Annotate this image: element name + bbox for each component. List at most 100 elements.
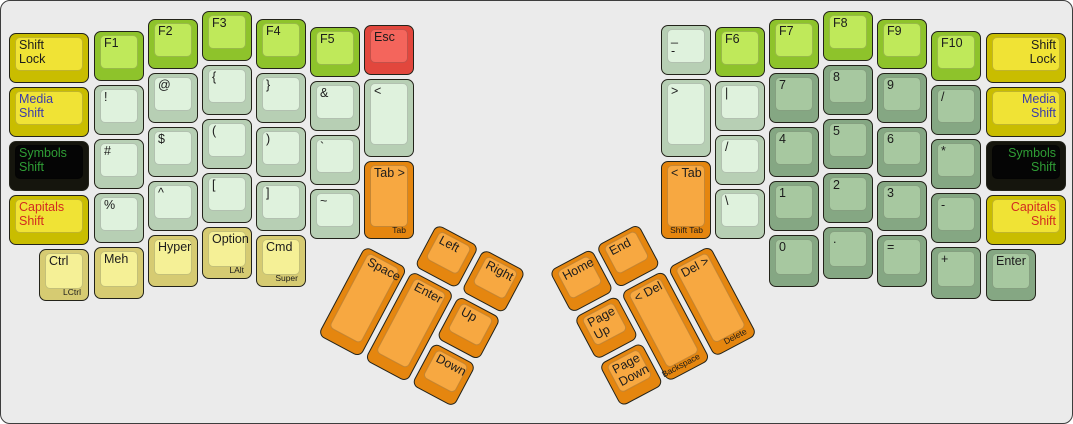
key-lparen[interactable]: ( (202, 119, 252, 169)
key-rbracket[interactable]: ] (256, 181, 306, 231)
key-sublabel: Shift Tab (670, 225, 703, 235)
key-f5[interactable]: F5 (310, 27, 360, 77)
key-label: 3 (887, 186, 894, 200)
keycap-top (721, 31, 759, 65)
keycap-top (667, 29, 705, 63)
key-asterisk[interactable]: * (931, 139, 981, 189)
key-minus[interactable]: - (931, 193, 981, 243)
keycap-top (100, 251, 138, 287)
key-hyper[interactable]: Hyper (148, 235, 198, 287)
key-label: - (941, 198, 946, 212)
key-hash[interactable]: # (94, 139, 144, 189)
keycap-top (721, 193, 759, 227)
keycap-top (883, 239, 921, 275)
keycap-top (829, 123, 867, 157)
key-dollar[interactable]: $ (148, 127, 198, 177)
key-lbrace[interactable]: { (202, 65, 252, 115)
keycap-top (992, 91, 1060, 125)
key-f3[interactable]: F3 (202, 11, 252, 61)
key-label: Capitals Shift (1010, 200, 1056, 228)
key-shift-tab[interactable]: < Tab Shift Tab (661, 161, 711, 239)
key-label: Shift Lock (1029, 38, 1056, 66)
key-label: } (266, 78, 271, 92)
key-media-shift-left[interactable]: Media Shift (9, 87, 89, 137)
keycap-top (45, 253, 83, 289)
key-num-9[interactable]: 9 (877, 73, 927, 123)
key-num-8[interactable]: 8 (823, 65, 873, 115)
key-num-2[interactable]: 2 (823, 173, 873, 223)
key-numpad-slash[interactable]: / (931, 85, 981, 135)
keycap-top (100, 143, 138, 177)
key-f1[interactable]: F1 (94, 31, 144, 81)
key-rbrace[interactable]: } (256, 73, 306, 123)
key-meh[interactable]: Meh (94, 247, 144, 299)
key-label: F9 (887, 24, 902, 38)
key-label: Tab > (374, 166, 405, 180)
key-equals[interactable]: = (877, 235, 927, 287)
key-enter-right[interactable]: Enter (986, 249, 1036, 301)
key-decimal-point[interactable]: . (823, 227, 873, 279)
key-label: Enter (996, 254, 1026, 268)
key-option[interactable]: Option LAlt (202, 227, 252, 279)
key-media-shift-right[interactable]: Media Shift (986, 87, 1066, 137)
key-exclam[interactable]: ! (94, 85, 144, 135)
key-f6[interactable]: F6 (715, 27, 765, 77)
key-f7[interactable]: F7 (769, 19, 819, 69)
key-num-5[interactable]: 5 (823, 119, 873, 169)
key-esc[interactable]: Esc (364, 25, 414, 75)
keycap-top (829, 177, 867, 211)
key-num-1[interactable]: 1 (769, 181, 819, 231)
key-ampersand[interactable]: & (310, 81, 360, 131)
key-f10[interactable]: F10 (931, 31, 981, 81)
key-cmd[interactable]: Cmd Super (256, 235, 306, 287)
key-f8[interactable]: F8 (823, 11, 873, 61)
key-lbracket[interactable]: [ (202, 173, 252, 223)
key-backtick[interactable]: ` (310, 135, 360, 185)
key-label: F6 (725, 32, 740, 46)
key-label: * (941, 144, 946, 158)
key-f2[interactable]: F2 (148, 19, 198, 69)
key-sublabel: LAlt (229, 265, 244, 275)
keycap-top (316, 139, 354, 173)
key-symbols-shift-left[interactable]: Symbols Shift (9, 141, 89, 191)
keycap-top (208, 177, 246, 211)
key-underscore-hyphen[interactable]: _ - (661, 25, 711, 75)
key-label: 7 (779, 78, 786, 92)
key-plus[interactable]: + (931, 247, 981, 299)
key-capitals-shift-right[interactable]: Capitals Shift (986, 195, 1066, 245)
keycap-top (154, 239, 192, 275)
key-pipe[interactable]: | (715, 81, 765, 131)
key-label: 9 (887, 78, 894, 92)
key-label: \ (725, 194, 729, 208)
keycap-top (262, 23, 300, 57)
key-num-6[interactable]: 6 (877, 127, 927, 177)
key-rparen[interactable]: ) (256, 127, 306, 177)
key-tilde[interactable]: ~ (310, 189, 360, 239)
key-shift-lock-right[interactable]: Shift Lock (986, 33, 1066, 83)
key-label: _ - (671, 30, 678, 58)
key-percent[interactable]: % (94, 193, 144, 243)
key-num-7[interactable]: 7 (769, 73, 819, 123)
key-num-4[interactable]: 4 (769, 127, 819, 177)
keycap-top (370, 165, 408, 227)
key-tab[interactable]: Tab > Tab (364, 161, 414, 239)
key-label: Media Shift (19, 92, 54, 120)
key-greater-than[interactable]: > (661, 79, 711, 157)
keycap-top (262, 239, 300, 275)
key-label: 1 (779, 186, 786, 200)
key-num-3[interactable]: 3 (877, 181, 927, 231)
key-num-0[interactable]: 0 (769, 235, 819, 287)
key-backslash[interactable]: \ (715, 189, 765, 239)
key-shift-lock-left[interactable]: Shift Lock (9, 33, 89, 83)
key-at[interactable]: @ (148, 73, 198, 123)
key-symbols-shift-right[interactable]: Symbols Shift (986, 141, 1066, 191)
key-caret[interactable]: ^ (148, 181, 198, 231)
key-slash[interactable]: / (715, 135, 765, 185)
key-f9[interactable]: F9 (877, 19, 927, 69)
key-capitals-shift-left[interactable]: Capitals Shift (9, 195, 89, 245)
key-ctrl[interactable]: Ctrl LCtrl (39, 249, 89, 301)
key-label: F5 (320, 32, 335, 46)
key-label: Meh (104, 252, 129, 266)
key-less-than[interactable]: < (364, 79, 414, 157)
key-f4[interactable]: F4 (256, 19, 306, 69)
